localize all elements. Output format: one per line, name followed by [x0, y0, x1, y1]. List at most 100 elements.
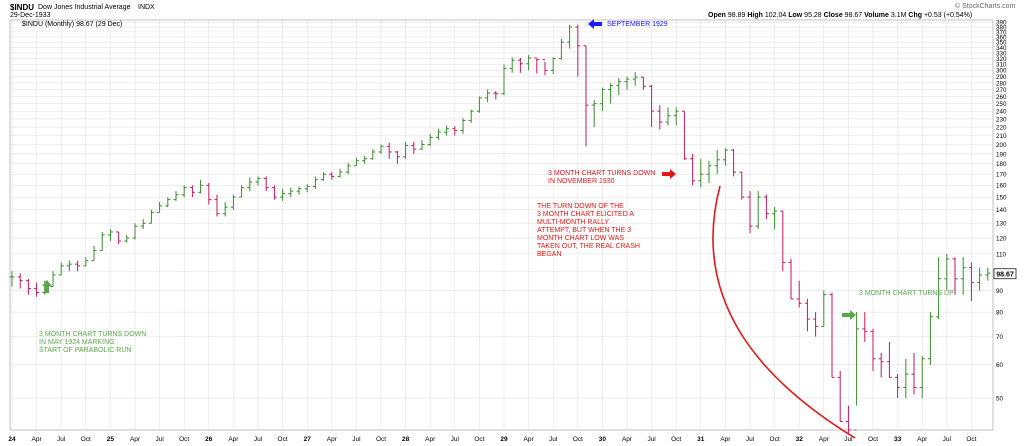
y-tick-label: 250 — [996, 101, 1007, 108]
x-tick-label: 33 — [894, 436, 902, 443]
arrow-sept-1929 — [588, 19, 602, 29]
y-tick-label: 240 — [996, 109, 1007, 116]
quote-value: 3.1M — [890, 12, 907, 19]
annotation-rally-attempt: THE TURN DOWN OF THE 3 MONTH CHART ELICI… — [537, 203, 640, 258]
y-tick-label: 150 — [996, 195, 1007, 202]
x-tick-label: Apr — [720, 436, 731, 443]
exchange-label: INDX — [138, 4, 155, 11]
x-tick-label: Oct — [278, 436, 288, 443]
plot-frame — [9, 19, 994, 431]
y-tick-label: 380 — [996, 24, 1007, 31]
y-tick-label: 320 — [996, 56, 1007, 63]
x-tick-label: 28 — [402, 436, 410, 443]
arrow-turns-up — [842, 310, 856, 320]
x-tick-label: Apr — [425, 436, 436, 443]
copyright-label: © StockCharts.com — [955, 3, 1016, 10]
y-tick-label: 280 — [996, 80, 1007, 87]
y-tick-label: 370 — [996, 29, 1007, 36]
annotation-sept-1929: SEPTEMBER 1929 — [607, 21, 668, 28]
quote-bar: Open 98.89 High 102.04 Low 95.28 Close 9… — [708, 12, 972, 19]
y-tick-label: 210 — [996, 133, 1007, 140]
x-tick-label: Jul — [352, 436, 361, 443]
x-tick-label: Oct — [770, 436, 780, 443]
x-tick-label: 27 — [304, 436, 312, 443]
y-tick-label: 160 — [996, 183, 1007, 190]
y-tick-label: 300 — [996, 68, 1007, 75]
x-tick-label: Jul — [549, 436, 558, 443]
x-tick-label: Apr — [32, 436, 43, 443]
x-tick-label: Oct — [179, 436, 189, 443]
y-tick-label: 180 — [996, 161, 1007, 168]
x-tick-label: Jul — [844, 436, 853, 443]
annotation-may-1924: 3 MONTH CHART TURNS DOWN IN MAY 1924 MAR… — [39, 331, 147, 354]
y-tick-label: 350 — [996, 40, 1007, 47]
x-tick-label: Apr — [327, 436, 338, 443]
y-tick-label: 80 — [996, 310, 1004, 317]
quote-label: Chg — [908, 12, 922, 19]
y-tick-label: 120 — [996, 235, 1007, 242]
x-tick-label: Oct — [671, 436, 681, 443]
y-tick-label: 200 — [996, 142, 1007, 149]
arrow-may-1924 — [42, 280, 52, 293]
x-tick-label: Oct — [868, 436, 878, 443]
x-tick-label: 29 — [500, 436, 508, 443]
y-tick-label: 310 — [996, 62, 1007, 69]
y-tick-label: 290 — [996, 74, 1007, 81]
x-tick-label: Jul — [451, 436, 460, 443]
chart-legend: $INDU (Monthly) 98.67 (29 Dec) — [22, 21, 123, 28]
x-tick-label: Oct — [474, 436, 484, 443]
date-label: 29-Dec-1933 — [10, 12, 51, 19]
y-tick-label: 360 — [996, 34, 1007, 41]
quote-label: High — [747, 12, 763, 19]
x-tick-label: Jul — [155, 436, 164, 443]
y-tick-label: 230 — [996, 116, 1007, 123]
x-tick-label: Apr — [228, 436, 239, 443]
y-tick-label: 190 — [996, 151, 1007, 158]
x-tick-label: 25 — [107, 436, 115, 443]
crash-curve — [712, 185, 856, 439]
x-tick-label: Apr — [622, 436, 633, 443]
x-tick-label: Oct — [81, 436, 91, 443]
annotation-nov-1930: 3 MONTH CHART TURNS DOWN IN NOVEMBER 193… — [548, 170, 656, 185]
x-tick-label: 31 — [697, 436, 705, 443]
quote-label: Low — [788, 12, 803, 19]
y-tick-label: 170 — [996, 172, 1007, 179]
symbol-label: $INDU — [10, 3, 35, 12]
y-tick-label: 90 — [996, 288, 1004, 295]
x-tick-label: 30 — [599, 436, 607, 443]
y-tick-label: 130 — [996, 221, 1007, 228]
annotation-turns-up: 3 MONTH CHART TURNS UP — [859, 290, 954, 297]
quote-value: 95.28 — [804, 12, 822, 19]
y-tick-label: 260 — [996, 94, 1007, 101]
y-tick-label: 140 — [996, 207, 1007, 214]
index-name: Dow Jones Industrial Average — [38, 4, 131, 11]
x-tick-label: Oct — [966, 436, 976, 443]
x-tick-label: Apr — [917, 436, 928, 443]
y-tick-label: 70 — [996, 334, 1004, 341]
quote-value: 98.67 — [844, 12, 863, 19]
last-value-tag — [993, 268, 1017, 280]
y-tick-label: 330 — [996, 50, 1007, 57]
arrow-nov-1930 — [662, 169, 676, 179]
x-tick-label: Apr — [819, 436, 830, 443]
x-tick-label: Apr — [524, 436, 535, 443]
y-tick-label: 270 — [996, 87, 1007, 94]
y-tick-label: 390 — [996, 20, 1007, 27]
y-tick-label: 220 — [996, 124, 1007, 131]
x-tick-label: Apr — [130, 436, 141, 443]
x-tick-label: 26 — [205, 436, 213, 443]
quote-label: Open — [708, 12, 726, 19]
y-tick-label: 110 — [996, 251, 1007, 258]
x-tick-label: Oct — [573, 436, 583, 443]
quote-label: Volume — [864, 12, 889, 19]
x-tick-label: Jul — [254, 436, 263, 443]
x-tick-label: Oct — [376, 436, 386, 443]
y-tick-label: 50 — [996, 396, 1004, 403]
y-tick-label: 60 — [996, 362, 1004, 369]
x-tick-label: 24 — [8, 436, 16, 443]
x-tick-label: Jul — [943, 436, 952, 443]
x-tick-label: Jul — [647, 436, 656, 443]
last-value-label: 98.67 — [996, 271, 1014, 278]
quote-value: 98.89 — [727, 12, 746, 19]
